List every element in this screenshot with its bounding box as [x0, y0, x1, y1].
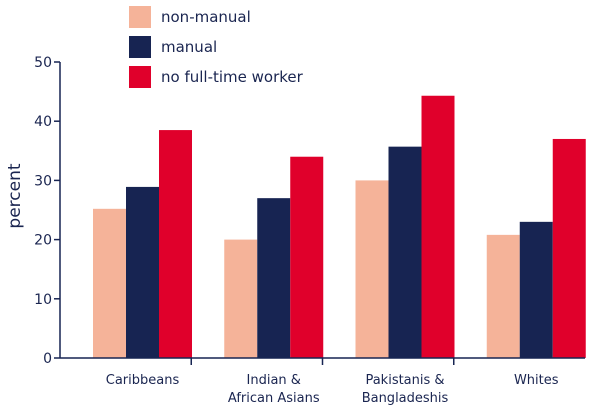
y-tick-label: 40 [34, 114, 52, 130]
axes [59, 62, 585, 365]
x-category-label: Whites [514, 373, 559, 388]
y-tick-label: 50 [34, 55, 52, 71]
y-tick-label: 20 [34, 233, 52, 249]
legend-label-1: manual [161, 38, 217, 56]
x-axis-labels: Caribbeans Indian & African Asians Pakistan… [106, 373, 559, 406]
bar-no-full-time-worker-1 [290, 156, 324, 358]
x-category-label: African Asians [228, 391, 320, 406]
bar-non-manual-3 [486, 234, 520, 358]
legend: non-manual manual no full-time worker [129, 6, 304, 88]
bar-no-full-time-worker-2 [421, 95, 455, 358]
y-tick-label: 0 [43, 351, 52, 367]
legend-label-2: no full-time worker [161, 68, 304, 86]
bar-manual-3 [519, 221, 553, 358]
bar-manual-0 [126, 186, 159, 358]
y-tick-label: 30 [34, 173, 52, 189]
legend-label-0: non-manual [161, 8, 251, 26]
legend-swatch-1 [129, 36, 151, 58]
bar-manual-2 [388, 146, 422, 358]
x-category-label: Indian & [247, 373, 301, 388]
bar-no-full-time-worker-3 [552, 138, 586, 358]
bar-non-manual-2 [355, 180, 389, 358]
legend-swatch-0 [129, 6, 151, 28]
bar-non-manual-1 [224, 239, 258, 358]
y-axis-ticks: 0 10 20 30 40 50 [34, 55, 60, 367]
x-category-label: Bangladeshis [362, 391, 449, 406]
bar-manual-1 [257, 198, 291, 358]
bar-non-manual-0 [93, 208, 126, 358]
legend-swatch-2 [129, 66, 151, 88]
x-category-label: Caribbeans [106, 373, 180, 388]
bars [93, 95, 586, 358]
x-category-label: Pakistanis & [365, 373, 444, 388]
y-axis-label: percent [5, 163, 25, 228]
y-tick-label: 10 [34, 292, 52, 308]
bar-no-full-time-worker-0 [159, 130, 192, 358]
